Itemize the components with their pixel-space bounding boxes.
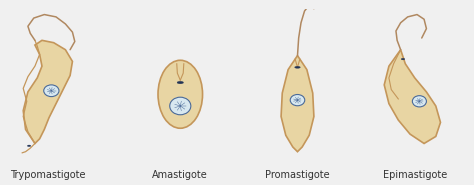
Text: Promastigote: Promastigote xyxy=(265,170,330,180)
Ellipse shape xyxy=(158,60,202,128)
Ellipse shape xyxy=(295,66,301,68)
Polygon shape xyxy=(23,40,73,144)
Text: Trypomastigote: Trypomastigote xyxy=(10,170,86,180)
Polygon shape xyxy=(281,56,314,152)
Ellipse shape xyxy=(177,81,183,84)
Ellipse shape xyxy=(401,58,405,60)
Text: Epimastigote: Epimastigote xyxy=(383,170,447,180)
Ellipse shape xyxy=(290,95,305,106)
Ellipse shape xyxy=(412,96,427,107)
Ellipse shape xyxy=(27,145,31,147)
Text: Amastigote: Amastigote xyxy=(153,170,208,180)
Polygon shape xyxy=(384,50,440,144)
Ellipse shape xyxy=(170,97,191,115)
Ellipse shape xyxy=(44,85,59,97)
